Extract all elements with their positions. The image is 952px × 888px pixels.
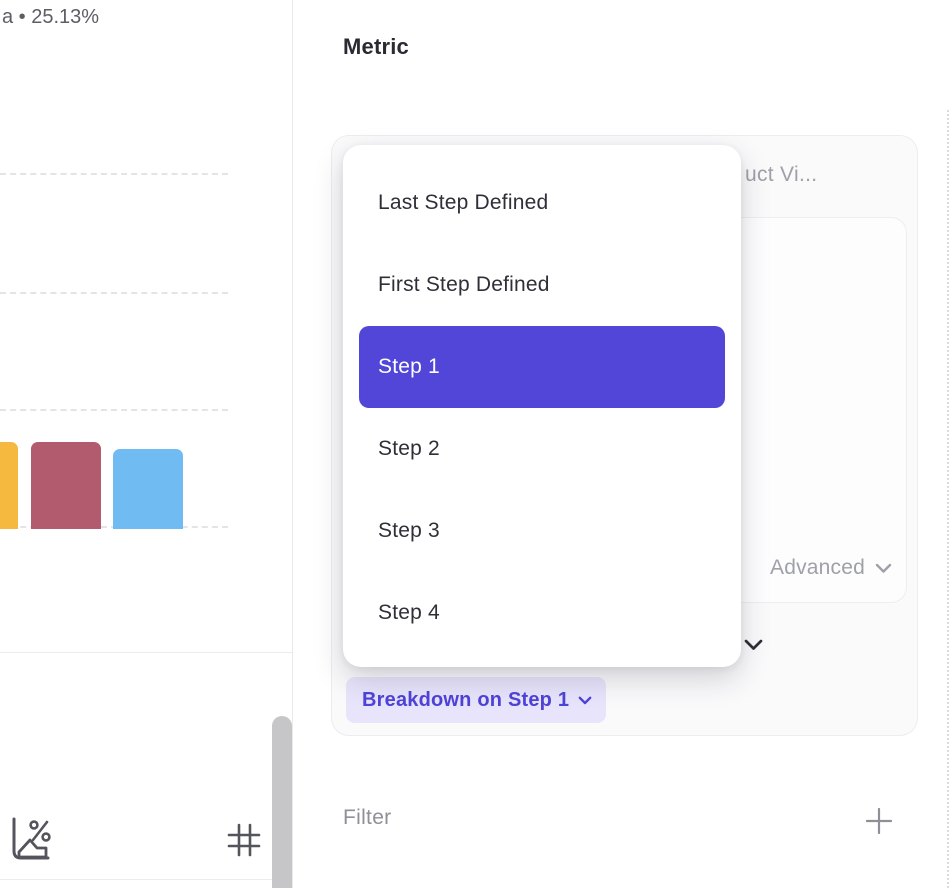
chart-gridline [0,409,228,411]
funnel-bar [31,442,101,529]
chevron-down-icon [875,563,892,573]
breakdown-on-step-button[interactable]: Breakdown on Step 1 [346,677,607,723]
chart-gridline [0,173,228,175]
dropdown-option-selected[interactable]: Step 1 [359,326,725,408]
collapse-section-chevron-icon[interactable] [744,638,763,656]
panel-divider [0,652,293,653]
step-dropdown-menu: Last Step Defined First Step Defined Step … [343,145,741,667]
funnel-bar [113,449,183,529]
add-filter-button[interactable] [864,806,894,836]
event-name-truncated: uct Vi... [745,163,818,186]
panel-divider [0,879,293,880]
chevron-down-icon [578,696,592,704]
advanced-toggle[interactable]: Advanced [770,556,892,580]
advanced-label: Advanced [769,556,865,579]
funnel-bar [0,442,18,529]
series-legend-label: a • 25.13% [2,6,100,28]
dropdown-option[interactable]: First Step Defined [378,273,550,296]
breakdown-button-label: Breakdown on Step 1 [362,688,570,711]
dropdown-option[interactable]: Step 4 [378,601,440,624]
metric-section-title: Metric [343,34,409,59]
conversion-percent-chart-icon[interactable] [6,814,52,869]
dropdown-option[interactable]: Step 3 [378,519,440,542]
panel-border [292,0,293,888]
grid-toggle-icon[interactable] [226,822,262,863]
chart-gridline [0,292,228,294]
dropdown-option[interactable]: Last Step Defined [378,191,549,214]
panel-resize-dotted-edge[interactable] [947,110,949,888]
scrollbar-thumb[interactable] [272,716,292,888]
filter-section-title: Filter [343,806,392,829]
dropdown-option[interactable]: Step 2 [378,437,440,460]
